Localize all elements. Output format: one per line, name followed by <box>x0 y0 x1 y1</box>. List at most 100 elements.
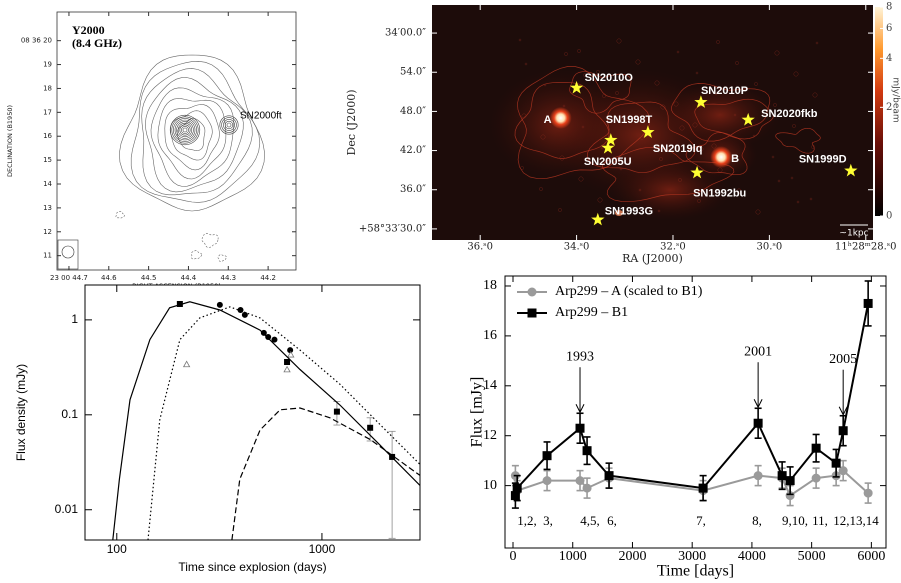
x-tick-label: 44.4 <box>181 274 197 282</box>
y-axis-label: Dec (J2000) <box>345 90 358 156</box>
contour <box>191 250 203 260</box>
contour <box>177 122 193 138</box>
noise-speck <box>619 167 623 171</box>
x-axis-label: Time since explosion (days) <box>178 560 326 574</box>
y-axis-label: Flux density (mJy) <box>14 364 28 461</box>
x-tick-label: 100 <box>107 542 127 556</box>
annotation-arrowhead <box>838 406 848 416</box>
annotation-arrowhead <box>575 403 585 414</box>
annotation-arrowhead <box>753 399 763 409</box>
noise-speck <box>524 62 528 66</box>
marker <box>271 336 278 343</box>
contour <box>115 211 126 219</box>
emission <box>615 210 623 216</box>
noise-speck <box>581 125 585 129</box>
noise-speck <box>597 197 603 203</box>
plot-frame <box>504 275 887 549</box>
contour <box>201 233 219 248</box>
contour <box>221 117 237 133</box>
marker <box>260 329 267 336</box>
marker <box>284 358 291 365</box>
supernova-star <box>694 95 708 108</box>
supernova-label: SN2020fkb <box>761 108 818 120</box>
y-tick-label: 34′00.0″ <box>385 28 426 39</box>
y-tick-label: 54.0″ <box>400 67 426 78</box>
marker <box>698 483 708 493</box>
epoch-label: 9,10, <box>782 513 808 528</box>
noise-speck <box>654 80 660 86</box>
colorbar-tick-label: 2 <box>886 102 892 113</box>
x-tick-label: 30.ˢ0 <box>757 242 783 253</box>
noise-speck <box>559 155 565 161</box>
supernova-label: SN2010O <box>585 72 634 84</box>
colorbar-tick-label: 0 <box>886 211 892 222</box>
noise-speck <box>539 187 543 191</box>
marker <box>838 426 848 436</box>
y-axis-label: Flux [mJy] <box>469 377 486 448</box>
noise-speck <box>660 104 666 110</box>
contour <box>219 115 239 135</box>
contour <box>174 119 196 141</box>
contour <box>171 116 199 144</box>
legend-label: Arp299 – B1 <box>555 305 628 320</box>
nucleus-label: B <box>731 153 739 165</box>
supernova-label: SN1998T <box>606 114 653 126</box>
emission-contour <box>671 83 771 142</box>
epoch-label: 11, <box>812 513 828 528</box>
annotation: SN2000ft <box>240 111 282 122</box>
model-curve <box>147 306 420 540</box>
plot-frame <box>84 284 421 541</box>
epoch-label: 6, <box>607 513 617 528</box>
noise-speck <box>711 143 717 149</box>
noise-speck <box>638 188 642 192</box>
colorbar-label: mJy/beam <box>891 77 901 122</box>
marker <box>241 311 248 318</box>
marker <box>527 308 537 318</box>
contour <box>217 254 227 262</box>
noise-speck <box>736 188 742 194</box>
x-tick-label: 6000 <box>857 549 885 564</box>
noise-speck <box>714 92 718 96</box>
contour <box>150 87 235 187</box>
panel-title: Y2000 <box>72 23 105 37</box>
contour <box>176 118 206 151</box>
nucleus-label: A <box>544 114 552 126</box>
y-tick-label: 17 <box>43 108 52 116</box>
y-tick-label: 18 <box>43 84 52 92</box>
x-tick-label: 44.3 <box>220 274 236 282</box>
noise-speck <box>596 70 600 74</box>
marker <box>777 471 787 481</box>
noise-speck <box>792 124 796 128</box>
annotation: 1993 <box>566 349 594 364</box>
noise-speck <box>790 176 794 180</box>
y-tick-label: 13 <box>43 204 52 212</box>
noise-speck <box>635 59 641 65</box>
x-tick-label: 11ʰ28ᵐ28.ˢ0 <box>835 242 897 253</box>
y-tick-label: 0.1 <box>61 407 78 421</box>
epoch-label: 8, <box>752 513 762 528</box>
noise-speck <box>621 115 625 119</box>
marker <box>182 360 191 368</box>
supernova-star <box>741 112 755 126</box>
noise-speck <box>616 38 622 44</box>
marker <box>785 476 795 486</box>
emission-contour <box>569 71 632 114</box>
marker <box>575 476 585 486</box>
noise-speck <box>659 157 663 161</box>
y-tick-label: 1 <box>71 312 78 326</box>
contour <box>173 118 197 142</box>
supernova-star <box>601 141 615 154</box>
noise-speck <box>774 50 780 56</box>
emission-contour <box>587 101 696 174</box>
marker <box>582 446 592 456</box>
beam <box>61 245 75 259</box>
noise-speck <box>678 178 682 182</box>
legend-label: Arp299 – A (scaled to B1) <box>555 284 703 299</box>
contour <box>224 120 234 130</box>
emission-contour <box>602 146 735 203</box>
y-tick-label: +58°33′30.0″ <box>359 223 426 234</box>
contour <box>182 127 188 133</box>
y-tick-label: 19 <box>43 61 52 69</box>
y-tick-label: 12 <box>43 228 52 236</box>
